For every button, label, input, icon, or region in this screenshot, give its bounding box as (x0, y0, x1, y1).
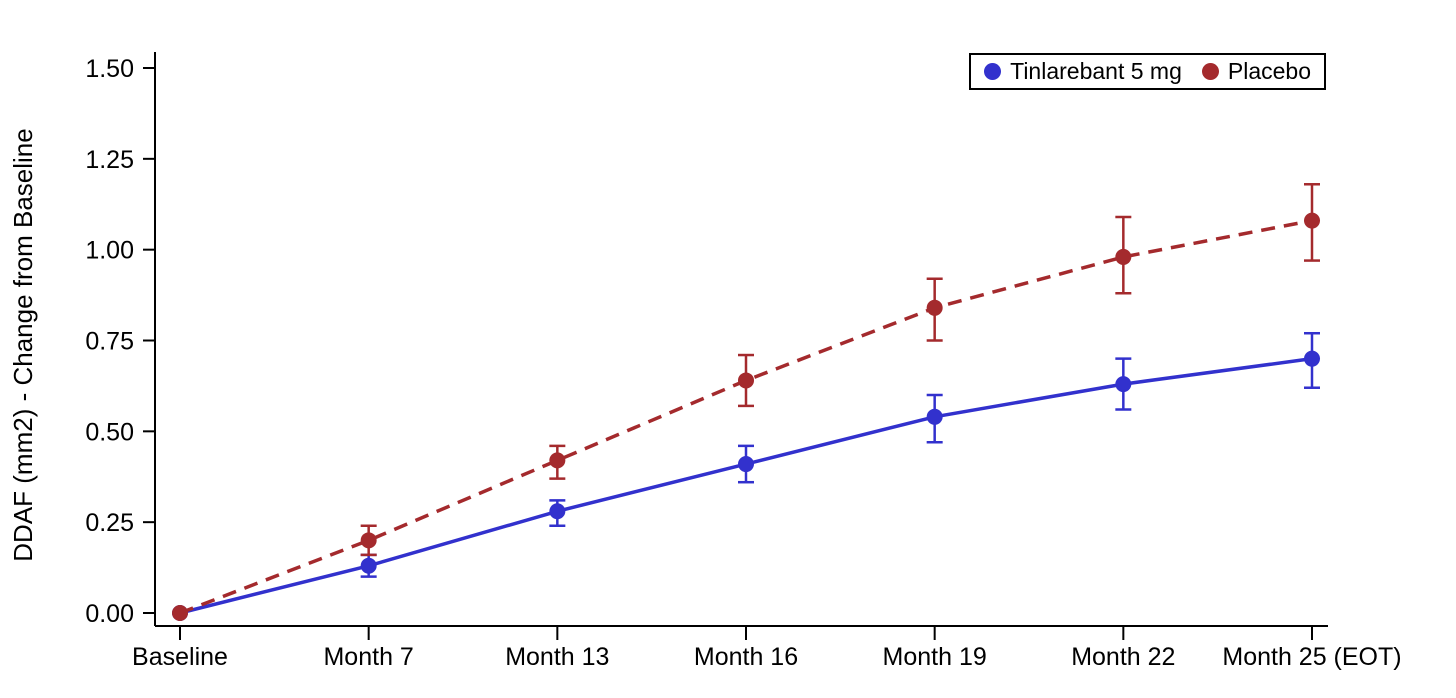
x-tick-label: Month 22 (1071, 643, 1175, 671)
data-point (360, 557, 377, 574)
data-point (738, 372, 754, 389)
data-point (1304, 212, 1320, 229)
data-point (738, 456, 754, 473)
legend-item-tinlarebant: Tinlarebant 5 mg (984, 58, 1182, 85)
data-point (926, 408, 943, 425)
legend: Tinlarebant 5 mg Placebo (969, 53, 1326, 90)
x-tick-label: Month 13 (505, 643, 609, 671)
legend-label: Tinlarebant 5 mg (1010, 58, 1182, 84)
x-tick-label: Baseline (132, 643, 228, 671)
x-tick-label: Month 19 (883, 643, 987, 671)
y-tick-label: 0.25 (85, 509, 134, 537)
legend-label: Placebo (1227, 58, 1311, 84)
data-point (360, 532, 377, 549)
y-tick-label: 0.00 (85, 600, 134, 628)
y-axis-title: DDAF (mm2) - Change from Baseline (8, 128, 38, 561)
data-point (549, 452, 566, 469)
y-tick-label: 1.00 (85, 237, 134, 265)
data-point (549, 503, 566, 520)
data-point (1115, 376, 1132, 393)
x-tick-label: Month 16 (694, 643, 798, 671)
data-point (1304, 350, 1320, 367)
series-marker-icon (984, 63, 1002, 80)
series-line-1 (179, 218, 1313, 615)
data-point (926, 299, 943, 316)
y-tick-label: 1.25 (85, 146, 134, 174)
x-tick-label: Month 7 (323, 643, 413, 671)
y-tick-label: 0.50 (85, 418, 134, 446)
y-tick-label: 1.50 (85, 55, 134, 83)
data-point (172, 605, 188, 621)
data-point (1115, 248, 1132, 265)
legend-item-placebo: Placebo (1201, 58, 1311, 85)
x-tick-label: Month 25 (EOT) (1222, 643, 1401, 671)
y-tick-label: 0.75 (85, 328, 134, 356)
series-marker-icon (1201, 63, 1219, 80)
